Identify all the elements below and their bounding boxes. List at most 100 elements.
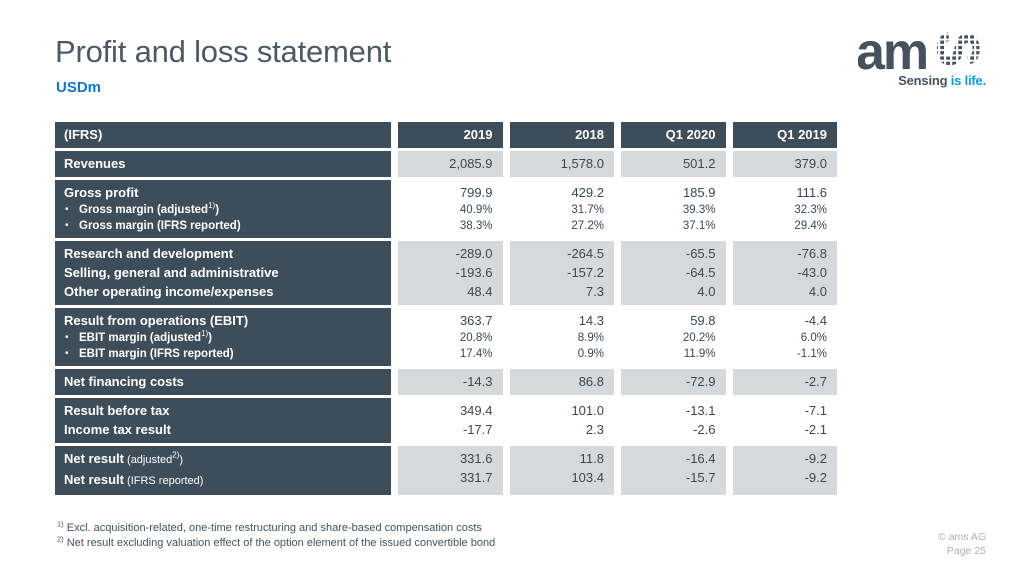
value-column: 2,085.9 [398,151,503,177]
value-cell: -43.0 [797,265,827,280]
value-cell: 29.4% [794,220,827,232]
table-block: Result from operations (EBIT) • EBIT margi… [55,308,837,366]
value-cell: 27.2% [571,220,604,232]
value-cell: 17.4% [459,348,493,360]
value-column: -289.0 -193.6 48.4 [398,241,503,305]
value-cell: -15.7 [685,470,716,485]
value-cell: -7.1 [804,403,827,418]
value-cell: -14.3 [462,374,493,389]
row-label-group: Result before tax Income tax result [55,398,391,443]
value-cell: -76.8 [797,246,827,261]
value-column: 86.8 [509,369,614,395]
value-cell: 48.4 [467,284,493,299]
value-column: 111.6 32.3% 29.4% [733,180,838,238]
value-cell: -193.6 [455,265,493,280]
value-cell: 185.9 [682,185,716,200]
value-cell: 103.4 [571,470,604,485]
value-column: 331.6 331.7 [398,446,503,495]
footnote: 2) Net result excluding valuation effect… [57,533,496,549]
value-cell: 86.8 [578,374,604,389]
value-column: 429.2 31.7% 27.2% [510,180,615,238]
value-column: 14.3 8.9% 0.9% [510,308,615,366]
value-cell: -9.2 [804,451,827,466]
pnl-table: (IFRS) 2019 2018 Q1 2020 Q1 2019 Revenues 2,08… [55,122,837,498]
page-title: Profit and loss statement [55,34,392,69]
bullet-icon: • [65,348,69,359]
value-cell: 349.4 [459,403,493,418]
value-column: 59.8 20.2% 11.9% [621,308,726,366]
value-cell: -4.4 [804,313,827,328]
row-label-group: Result from operations (EBIT) • EBIT margi… [55,308,391,366]
page-number: Page 25 [946,544,986,557]
table-block: Net financing costs -14.3 86.8 -72.9 -2.7 [55,369,837,395]
page-info: © ams AG Page 25 [938,531,986,558]
value-cell: 2.3 [585,422,604,437]
value-column: 185.9 39.3% 37.1% [621,180,726,238]
value-cell: 32.3% [794,204,827,216]
units-label: USDm [56,79,102,96]
value-cell: 363.7 [459,313,493,328]
value-column: -2.7 [732,369,837,395]
value-column: 1,578.0 [509,151,614,177]
value-column: -13.1 -2.6 [621,398,726,443]
row-label-group: Net financing costs [55,369,391,395]
bullet-icon: • [65,220,69,231]
value-cell: -72.9 [685,374,716,389]
value-cell: 4.0 [808,284,827,299]
value-cell: 31.7% [571,204,604,216]
bullet-icon: • [65,204,69,215]
value-column: -72.9 [621,369,726,395]
table-block: Result before tax Income tax result 349.4 -… [55,398,837,443]
table-block: Revenues 2,085.9 1,578.0 501.2 379.0 [55,151,837,177]
row-label-group: Net result (adjusted2)) Net result (IFRS … [55,446,391,495]
value-cell: -13.1 [685,403,716,418]
value-cell: 59.8 [690,313,716,328]
copyright: © ams AG [938,531,986,543]
column-header: 2018 [509,122,614,148]
value-cell: 20.8% [459,332,493,344]
value-cell: -264.5 [567,246,604,261]
value-column: -16.4 -15.7 [621,446,726,495]
row-label: Gross profit [64,185,139,200]
value-cell: -9.2 [804,470,827,485]
table-block: Net result (adjusted2)) Net result (IFRS … [55,446,837,495]
value-cell: 20.2% [682,332,716,344]
value-cell: 11.8 [579,451,604,466]
value-cell: 4.0 [697,284,716,299]
value-cell: 429.2 [571,185,604,200]
value-cell: -157.2 [567,265,604,280]
value-column: 501.2 [621,151,726,177]
logo-tagline: Sensing is life. [858,73,986,88]
value-cell: 501.2 [682,156,716,171]
value-column: 799.9 40.9% 38.3% [398,180,503,238]
row-label: • EBIT margin (adjusted1)) [65,329,213,344]
value-cell: 101.0 [571,403,604,418]
column-header: Q1 2019 [732,122,837,148]
value-column: -4.4 6.0% -1.1% [733,308,838,366]
ams-logo: am s Sensing is life. [858,26,986,88]
row-label: Selling, general and administrative [64,265,279,280]
value-cell: -289.0 [455,246,493,261]
table-block: Gross profit • Gross margin (adjusted1)) • G… [55,180,837,238]
row-label: Net result (adjusted2)) [64,450,184,466]
value-column: -7.1 -2.1 [733,398,838,443]
table-header-row: (IFRS) 2019 2018 Q1 2020 Q1 2019 [55,122,837,148]
value-cell: -2.6 [693,422,716,437]
row-label: Net result (IFRS reported) [64,472,204,487]
row-label: Income tax result [64,422,171,437]
bullet-icon: • [65,332,69,343]
row-label: Net financing costs [64,374,184,389]
table-block: Research and development Selling, general… [55,241,837,305]
row-label: Result from operations (EBIT) [64,313,249,328]
value-column: -14.3 [398,369,503,395]
value-column: 349.4 -17.7 [398,398,503,443]
value-cell: 37.1% [682,220,716,232]
value-column: -264.5 -157.2 7.3 [509,241,614,305]
row-label: • Gross margin (adjusted1)) [65,201,220,216]
value-cell: -1.1% [796,348,827,360]
row-label: Research and development [64,246,234,261]
column-header: 2019 [398,122,503,148]
value-cell: -16.4 [685,451,716,466]
value-cell: 40.9% [459,204,493,216]
ams-logo-mark: am s [858,26,986,72]
